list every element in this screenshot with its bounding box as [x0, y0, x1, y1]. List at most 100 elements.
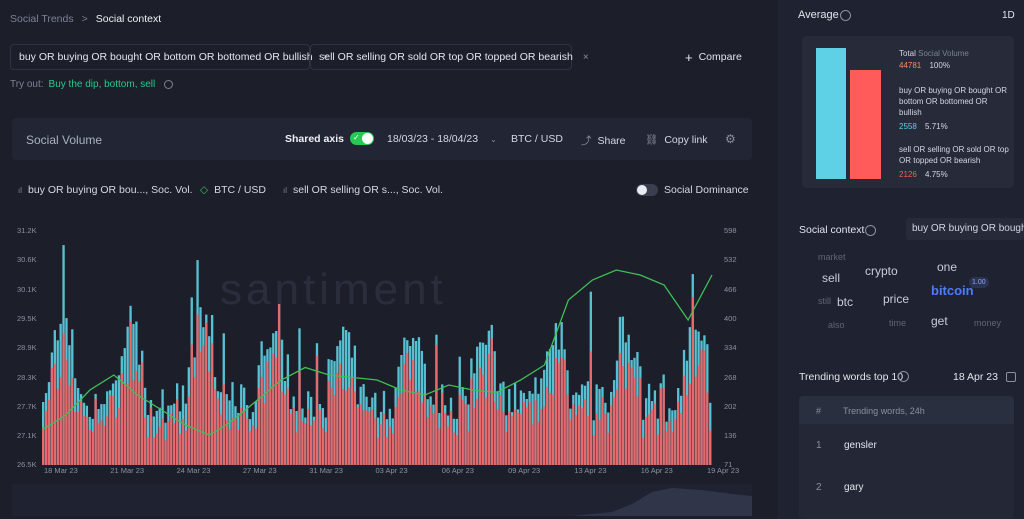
- close-icon[interactable]: ×: [582, 51, 589, 63]
- x-tick: 18 Mar 23: [44, 466, 78, 475]
- bar-sell: [650, 409, 654, 465]
- word-sell[interactable]: sell: [822, 271, 841, 285]
- bar-sell: [554, 358, 558, 465]
- word-still[interactable]: still: [818, 296, 831, 306]
- copy-link-button[interactable]: ⛓ Copy link: [645, 133, 708, 147]
- bar-sell: [610, 405, 613, 465]
- bar-sell: [487, 353, 491, 465]
- bar-sell: [132, 380, 135, 465]
- period-selector[interactable]: 1D: [1002, 10, 1015, 21]
- x-tick: 13 Apr 23: [574, 466, 607, 475]
- x-tick: 09 Apr 23: [508, 466, 541, 475]
- query-chip-buy[interactable]: buy OR buying OR bought OR bottom OR bot…: [10, 44, 328, 70]
- word-bitcoin[interactable]: bitcoin: [931, 283, 974, 298]
- bar-sell: [362, 410, 365, 465]
- bar-sell: [388, 426, 391, 465]
- bar-sell: [56, 388, 59, 465]
- bar-sell: [598, 419, 601, 465]
- legend-item-sell[interactable]: ıl sell OR selling OR s..., Soc. Vol.: [283, 184, 443, 196]
- x-tick: 19 Apr 23: [707, 466, 740, 475]
- bar-sell: [697, 365, 700, 465]
- word-btc[interactable]: btc: [837, 295, 854, 309]
- bar-sell: [537, 421, 540, 465]
- word-one[interactable]: one: [937, 260, 958, 274]
- bar-sell: [630, 367, 633, 465]
- trending-rank: 2: [816, 482, 822, 493]
- breadcrumb-parent[interactable]: Social Trends: [10, 13, 74, 25]
- trending-date-picker[interactable]: 18 Apr 23: [953, 371, 1016, 383]
- x-tick: 24 Mar 23: [176, 466, 211, 475]
- bar-sell: [511, 416, 514, 465]
- bar-sell: [158, 426, 161, 465]
- bar-sell: [423, 396, 426, 465]
- bar-sell: [248, 430, 252, 465]
- table-row[interactable]: 2 gary: [799, 474, 1014, 502]
- bar-sell: [490, 338, 493, 465]
- table-row[interactable]: 1 gensler: [799, 432, 1014, 460]
- shared-axis-toggle[interactable]: Shared axis ✓: [285, 132, 374, 145]
- word-market[interactable]: market: [818, 252, 846, 262]
- pair-selector[interactable]: BTC / USD: [511, 133, 563, 145]
- bar-sell: [639, 378, 642, 465]
- bar-sell: [210, 343, 214, 465]
- chart-toolbar: [12, 118, 752, 160]
- toggle-switch[interactable]: ✓: [349, 132, 374, 145]
- legend-item-price[interactable]: ◇ BTC / USD: [200, 184, 266, 196]
- word-price[interactable]: price: [883, 292, 910, 306]
- bar-sell: [76, 411, 80, 465]
- check-icon: ✓: [352, 133, 360, 142]
- timeline-navigator[interactable]: [12, 484, 752, 516]
- bar-sell: [74, 412, 77, 465]
- bar-sell: [589, 351, 592, 465]
- bar-sell: [79, 400, 83, 465]
- settings-button[interactable]: ⚙: [725, 132, 736, 146]
- info-icon[interactable]: [898, 371, 909, 382]
- info-icon[interactable]: [840, 10, 851, 21]
- social-context-query[interactable]: buy OR buying OR bough: [906, 218, 1024, 240]
- bar-sell: [441, 392, 444, 465]
- bar-sell: [59, 377, 62, 465]
- word-get[interactable]: get: [931, 314, 948, 328]
- trending-word[interactable]: gensler: [844, 440, 877, 451]
- bar-sell: [65, 359, 68, 465]
- bar-sell: [583, 399, 587, 465]
- x-tick: 03 Apr 23: [375, 466, 408, 475]
- bar-sell: [706, 392, 709, 465]
- compare-button[interactable]: + Compare: [676, 44, 750, 70]
- word-also[interactable]: also: [828, 320, 845, 330]
- bar-sell: [251, 425, 255, 465]
- word-time[interactable]: time: [889, 318, 907, 328]
- social-context-title: Social context: [799, 224, 865, 236]
- bar-sell: [464, 403, 467, 465]
- bar-sell: [44, 410, 48, 465]
- legend-item-buy[interactable]: ıl buy OR buying OR bou..., Soc. Vol.: [18, 184, 193, 196]
- average-item-value: 2126: [899, 170, 917, 179]
- close-icon[interactable]: ×: [322, 51, 329, 63]
- info-icon[interactable]: [865, 225, 876, 236]
- bar-sell: [88, 429, 91, 465]
- share-button[interactable]: ⤴ Share: [581, 133, 626, 148]
- shared-axis-label: Shared axis: [285, 132, 344, 145]
- bar-sell: [114, 417, 118, 465]
- chart-canvas[interactable]: [0, 220, 760, 480]
- bar-sell: [275, 357, 278, 465]
- word-money[interactable]: money: [974, 318, 1002, 328]
- word-crypto[interactable]: crypto: [865, 264, 898, 278]
- bar-sell: [327, 380, 330, 465]
- trending-date: 18 Apr 23: [953, 371, 998, 383]
- trending-word[interactable]: gary: [844, 482, 864, 493]
- toggle-switch[interactable]: [636, 184, 658, 196]
- social-dominance-toggle[interactable]: Social Dominance: [636, 184, 749, 196]
- bar-sell: [653, 403, 657, 465]
- date-range-picker[interactable]: 18/03/23 - 18/04/23 ⌄: [387, 133, 497, 145]
- query-chip-sell[interactable]: sell OR selling OR sold OR top OR topped…: [310, 44, 589, 70]
- bar-sell: [470, 378, 473, 465]
- bar-sell: [202, 345, 205, 465]
- bar-sell: [545, 387, 549, 465]
- bar-sell: [307, 408, 310, 465]
- bar-sell: [254, 428, 257, 465]
- chart-title: Social Volume: [26, 133, 103, 147]
- bar-sell: [496, 409, 499, 465]
- bar-sell: [263, 403, 266, 465]
- tryout-suggestion[interactable]: Buy the dip, bottom, sell: [48, 79, 156, 90]
